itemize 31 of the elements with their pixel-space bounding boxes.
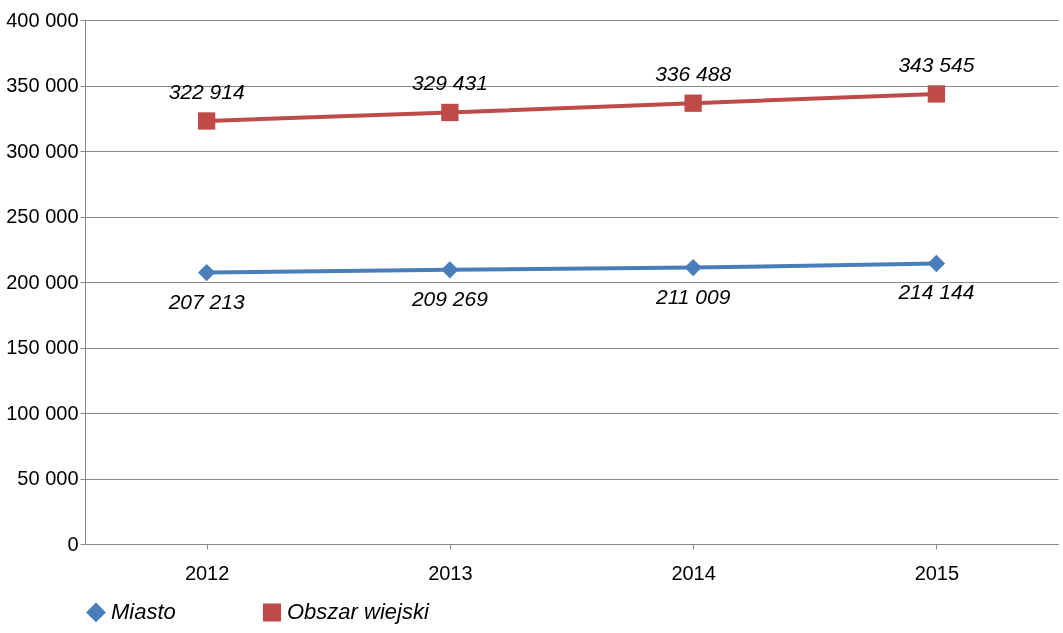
x-tick-label: 2012 (184, 561, 230, 584)
y-tick-label: 150 000 (6, 336, 79, 358)
x-tick-label: 2014 (671, 561, 716, 584)
data-label: 214 144 (897, 280, 975, 304)
point (441, 103, 459, 122)
point (927, 85, 946, 103)
point (197, 112, 216, 130)
data-label: 343 545 (898, 52, 975, 76)
y-tick-label: 200 000 (6, 270, 79, 293)
y-tick-label: 300 000 (6, 139, 79, 162)
point (684, 94, 702, 112)
data-label: 322 914 (168, 79, 245, 103)
x-tick-label: 2015 (914, 561, 960, 584)
data-label: 336 488 (655, 62, 732, 86)
y-tick-label: 350 000 (6, 74, 79, 96)
point (441, 261, 459, 279)
point (684, 258, 702, 277)
data-label: 207 213 (167, 289, 245, 313)
data-label: 329 431 (411, 71, 488, 95)
point (197, 263, 216, 282)
y-tick-label: 0 (67, 532, 79, 555)
data-label: 211 009 (654, 284, 731, 308)
legend-label: Miasto (111, 599, 176, 625)
legend-label: Obszar wiejski (287, 599, 430, 625)
point (927, 254, 946, 273)
data-label: 209 269 (410, 286, 489, 310)
x-tick-label: 2013 (428, 561, 473, 584)
y-tick-label: 250 000 (6, 205, 79, 227)
y-tick-label: 100 000 (6, 401, 79, 424)
y-tick-label: 400 000 (6, 8, 79, 31)
y-tick-label: 50 000 (17, 467, 79, 489)
